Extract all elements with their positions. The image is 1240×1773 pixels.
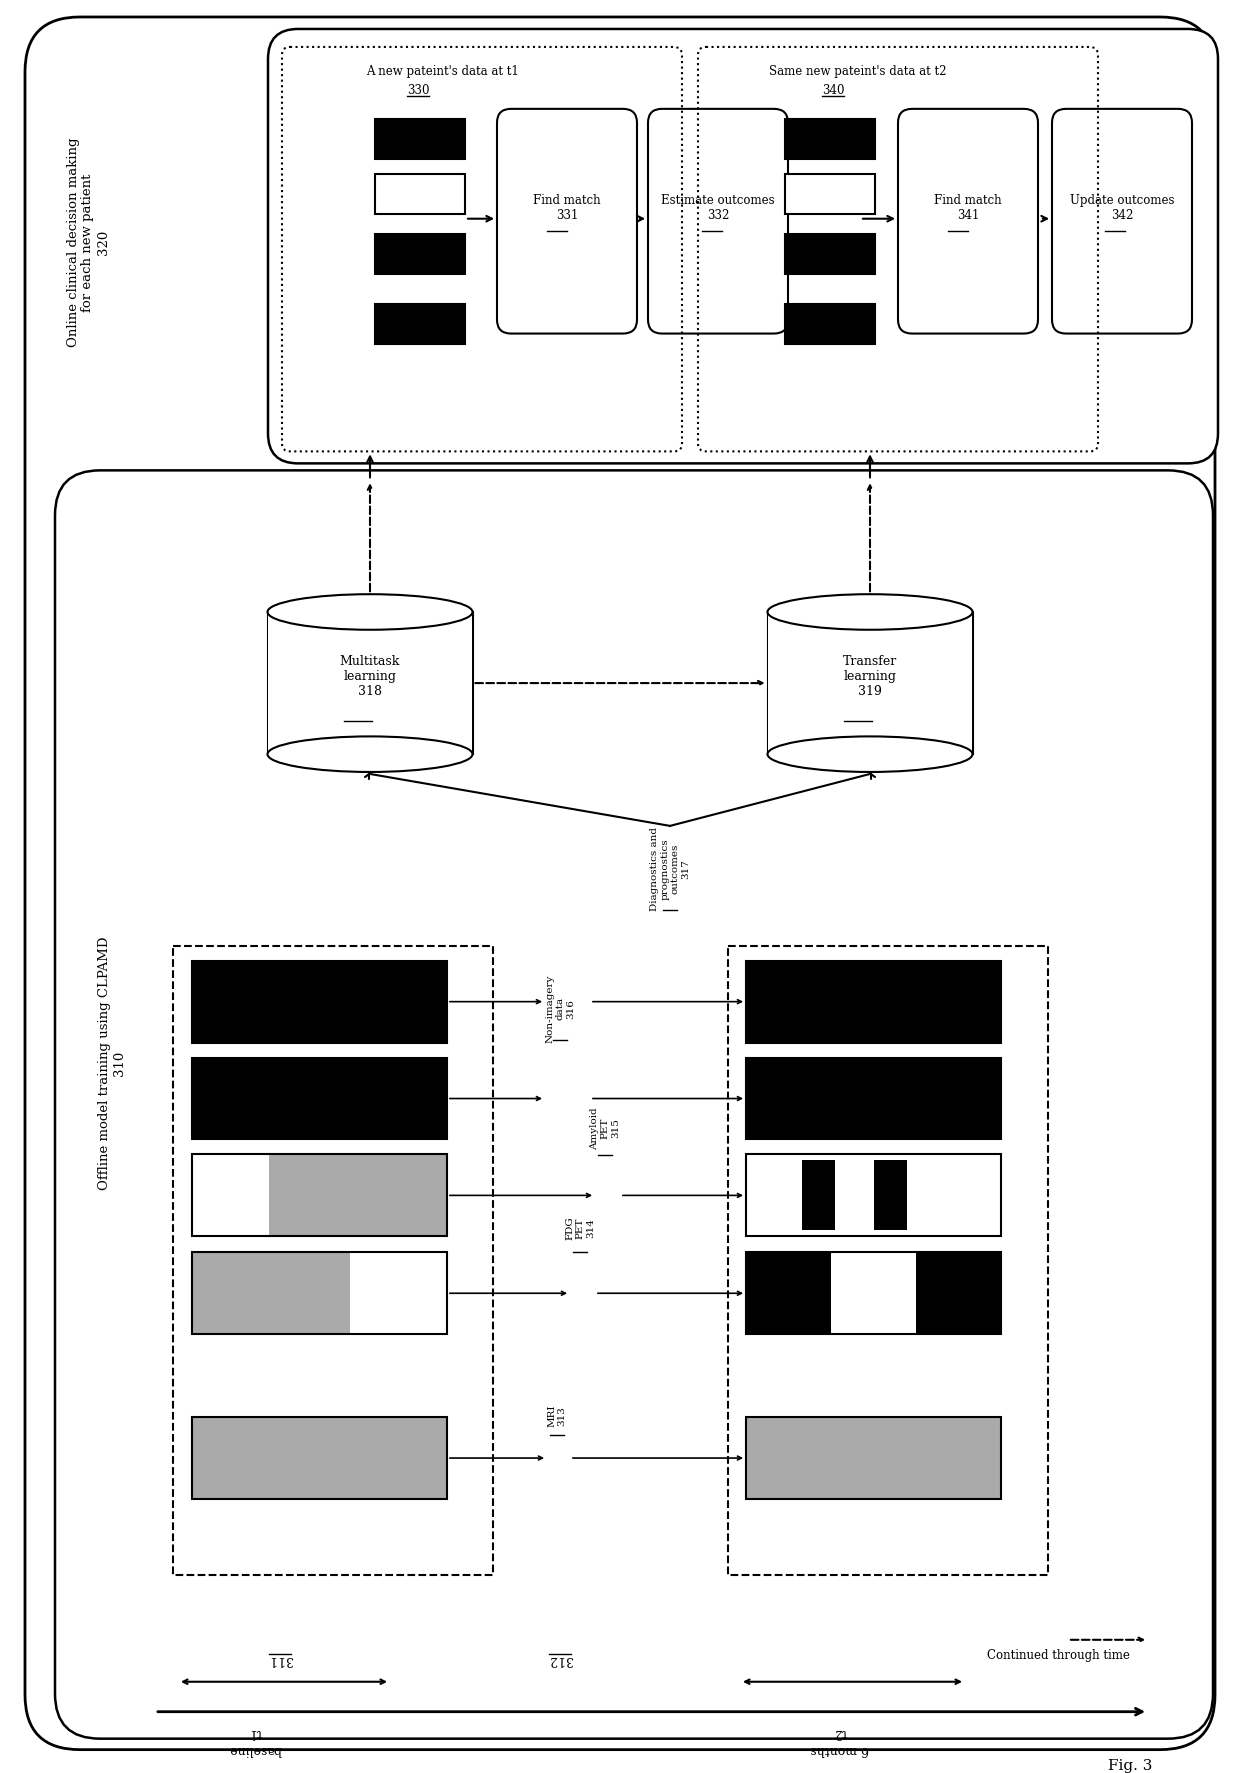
FancyBboxPatch shape: [25, 18, 1215, 1750]
FancyBboxPatch shape: [497, 110, 637, 335]
Text: Amyloid
PET
315: Amyloid PET 315: [590, 1106, 620, 1149]
Text: A new pateint's data at t1: A new pateint's data at t1: [366, 66, 518, 78]
Bar: [374, 305, 465, 344]
Text: 311: 311: [268, 1652, 291, 1665]
Text: Continued through time: Continued through time: [987, 1649, 1130, 1661]
Text: t1: t1: [248, 1725, 262, 1738]
Bar: [746, 1252, 831, 1335]
Text: t2: t2: [833, 1725, 847, 1738]
Bar: [768, 613, 972, 755]
Bar: [728, 947, 1048, 1574]
Bar: [785, 121, 875, 160]
Bar: [192, 1154, 269, 1236]
Ellipse shape: [268, 596, 472, 631]
Bar: [785, 305, 875, 344]
Text: Diagnostics and
prognostics
outcomes
317: Diagnostics and prognostics outcomes 317: [650, 826, 691, 910]
Text: 340: 340: [822, 85, 844, 98]
FancyBboxPatch shape: [1052, 110, 1192, 335]
Bar: [350, 1252, 446, 1335]
Bar: [802, 1161, 836, 1230]
Bar: [873, 1161, 906, 1230]
Bar: [269, 1154, 446, 1236]
Bar: [192, 961, 446, 1043]
Text: Update outcomes
342: Update outcomes 342: [1070, 193, 1174, 222]
Text: Multitask
learning
318: Multitask learning 318: [340, 654, 401, 697]
Bar: [746, 1058, 1001, 1140]
FancyBboxPatch shape: [898, 110, 1038, 335]
Bar: [374, 234, 465, 275]
Text: Find match
341: Find match 341: [934, 193, 1002, 222]
Bar: [746, 1417, 1001, 1500]
Text: 6 months: 6 months: [811, 1743, 869, 1755]
Bar: [192, 1252, 350, 1335]
FancyBboxPatch shape: [268, 30, 1218, 465]
Ellipse shape: [768, 738, 972, 773]
Bar: [192, 1252, 446, 1335]
Text: Find match
331: Find match 331: [533, 193, 601, 222]
Text: 330: 330: [407, 85, 429, 98]
Bar: [268, 613, 472, 755]
Bar: [746, 1417, 1001, 1500]
Bar: [192, 1417, 446, 1500]
Ellipse shape: [768, 596, 972, 631]
Bar: [746, 1252, 1001, 1335]
Bar: [192, 1154, 446, 1236]
Ellipse shape: [268, 738, 472, 773]
Bar: [374, 176, 465, 215]
Text: FDG
PET
314: FDG PET 314: [565, 1216, 595, 1239]
Text: 312: 312: [548, 1652, 572, 1665]
FancyBboxPatch shape: [55, 472, 1213, 1739]
Bar: [192, 1058, 446, 1140]
Bar: [746, 961, 1001, 1043]
Text: Same new pateint's data at t2: Same new pateint's data at t2: [769, 66, 947, 78]
Bar: [192, 1417, 446, 1500]
Text: Estimate outcomes
332: Estimate outcomes 332: [661, 193, 775, 222]
Text: Transfer
learning
319: Transfer learning 319: [843, 654, 897, 697]
Bar: [174, 947, 494, 1574]
Bar: [785, 234, 875, 275]
Text: Offline model training using CLPAMD
310: Offline model training using CLPAMD 310: [98, 936, 126, 1190]
Text: baseline: baseline: [228, 1743, 281, 1755]
Bar: [785, 176, 875, 215]
Bar: [374, 121, 465, 160]
Bar: [831, 1252, 916, 1335]
Text: MRI
313: MRI 313: [547, 1404, 567, 1427]
Text: Fig. 3: Fig. 3: [1107, 1757, 1152, 1771]
Bar: [916, 1252, 1001, 1335]
Text: Online clinical decision making
for each new patient
320: Online clinical decision making for each…: [67, 138, 109, 348]
Text: Non-imagery
data
316: Non-imagery data 316: [546, 973, 575, 1043]
FancyBboxPatch shape: [649, 110, 787, 335]
Bar: [746, 1154, 1001, 1236]
